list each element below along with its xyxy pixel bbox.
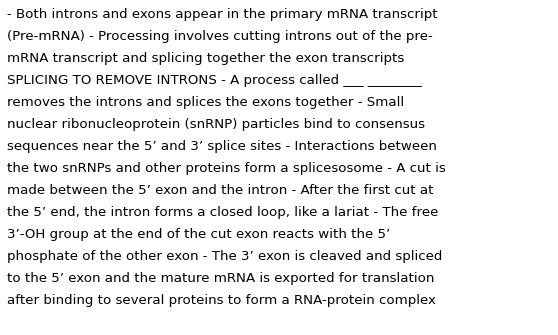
Text: made between the 5’ exon and the intron - After the first cut at: made between the 5’ exon and the intron … xyxy=(7,184,434,197)
Text: phosphate of the other exon - The 3’ exon is cleaved and spliced: phosphate of the other exon - The 3’ exo… xyxy=(7,250,442,263)
Text: (Pre-mRNA) - Processing involves cutting introns out of the pre-: (Pre-mRNA) - Processing involves cutting… xyxy=(7,30,433,43)
Text: after binding to several proteins to form a RNA-protein complex: after binding to several proteins to for… xyxy=(7,293,436,307)
Text: the two snRNPs and other proteins form a splicesosome - A cut is: the two snRNPs and other proteins form a… xyxy=(7,162,446,175)
Text: the 5’ end, the intron forms a closed loop, like a lariat - The free: the 5’ end, the intron forms a closed lo… xyxy=(7,206,439,219)
Text: - Both introns and exons appear in the primary mRNA transcript: - Both introns and exons appear in the p… xyxy=(7,8,438,21)
Text: nuclear ribonucleoprotein (snRNP) particles bind to consensus: nuclear ribonucleoprotein (snRNP) partic… xyxy=(7,118,425,131)
Text: to the 5’ exon and the mature mRNA is exported for translation: to the 5’ exon and the mature mRNA is ex… xyxy=(7,272,435,285)
Text: SPLICING TO REMOVE INTRONS - A process called ___ ________: SPLICING TO REMOVE INTRONS - A process c… xyxy=(7,74,422,87)
Text: sequences near the 5’ and 3’ splice sites - Interactions between: sequences near the 5’ and 3’ splice site… xyxy=(7,140,437,153)
Text: mRNA transcript and splicing together the exon transcripts: mRNA transcript and splicing together th… xyxy=(7,52,405,65)
Text: removes the introns and splices the exons together - Small: removes the introns and splices the exon… xyxy=(7,96,405,109)
Text: 3’-OH group at the end of the cut exon reacts with the 5’: 3’-OH group at the end of the cut exon r… xyxy=(7,228,391,241)
